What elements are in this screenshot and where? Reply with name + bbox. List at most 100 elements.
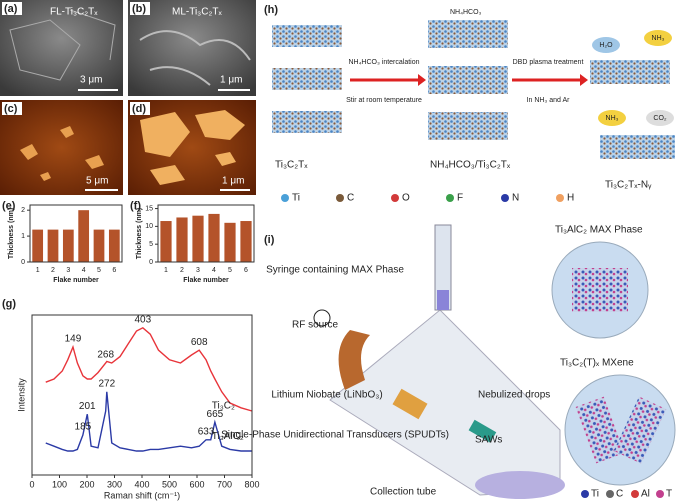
mxene-layer [272, 25, 342, 47]
peak-label: 272 [98, 378, 115, 389]
panel-label: (h) [264, 4, 278, 16]
annotation: Ti₃AlC₂ MAX Phase [555, 225, 643, 236]
bar [208, 213, 220, 262]
axis-frame [31, 314, 253, 476]
structure-label: Ti₃C₂Tₓ [275, 160, 308, 171]
x-tick-label: 2 [51, 267, 55, 274]
panel-label: (d) [132, 103, 146, 115]
legend-swatch [581, 490, 589, 498]
panel-i: (i) Ti₃AlC₂ MAX Phase Syringe containing… [221, 224, 676, 500]
gas-cloud [598, 110, 626, 126]
annotation: Syringe containing MAX Phase [266, 265, 404, 276]
gas-cloud [646, 110, 674, 126]
peak-label: 403 [134, 314, 151, 325]
legend-label: C [616, 489, 623, 500]
step-label: NH₄HCO₃ intercalation [348, 59, 419, 66]
panel-label: (e) [2, 200, 16, 212]
peak-label: 665 [207, 409, 224, 420]
x-tick-label: 6 [244, 267, 248, 274]
peak-label: 185 [75, 422, 92, 433]
x-tick-label: 100 [52, 479, 67, 489]
annotation: SAWs [475, 435, 502, 446]
mxene-layer [272, 111, 342, 133]
x-tick-label: 200 [79, 479, 94, 489]
saw-region [468, 419, 497, 443]
intercalant-label: NH₄HCO₃ [450, 9, 482, 16]
legend-label: N [512, 193, 519, 204]
x-tick-label: 5 [228, 267, 232, 274]
peak-label: 268 [97, 350, 114, 361]
x-tick-label: 300 [107, 479, 122, 489]
legend-swatch [446, 194, 454, 202]
panel-c: (c) 5 μm [0, 100, 123, 195]
rf-source [338, 330, 370, 390]
legend-swatch [631, 490, 639, 498]
annotation: Collection tube [370, 487, 437, 498]
device-tube [329, 309, 561, 496]
mxene-layer [590, 60, 670, 84]
spudt [392, 388, 428, 420]
y-tick-label: 0 [149, 259, 153, 266]
y-axis-label: Intensity [16, 378, 26, 412]
x-tick-label: 400 [134, 479, 149, 489]
legend-swatch [656, 490, 664, 498]
mxene-sheet [575, 396, 625, 464]
step-label: Stir at room temperature [346, 97, 422, 104]
syringe-liquid [437, 290, 449, 310]
flake [20, 126, 104, 181]
legend-swatch [281, 194, 289, 202]
y-tick-label: 0 [21, 259, 25, 266]
atom-legend: Ti C Al T [581, 489, 672, 500]
y-tick-label: 2 [21, 207, 25, 214]
line-series [45, 391, 252, 452]
peak-label: 201 [79, 401, 96, 412]
mxene-layer [428, 66, 508, 94]
peak-label: 608 [191, 337, 208, 348]
bar [240, 221, 252, 262]
x-tick-label: 2 [180, 267, 184, 274]
peak-label: 149 [65, 334, 82, 345]
scale-label: 3 μm [80, 75, 102, 86]
panel-d: (d) 1 μm [128, 100, 256, 195]
x-tick-label: 800 [244, 479, 259, 489]
x-tick-label: 5 [97, 267, 101, 274]
legend-label: Ti [591, 489, 599, 500]
legend-swatch [336, 194, 344, 202]
arrow-head [580, 74, 588, 86]
panel-a: (a) FL-Ti₃C₂Tₓ 3 μm [0, 0, 123, 96]
bar [160, 221, 172, 262]
x-tick-label: 1 [164, 267, 168, 274]
legend-label: Al [641, 489, 650, 500]
series-label: Ti₃AlC₂ [212, 431, 244, 442]
legend-label: Ti [292, 193, 300, 204]
bar [224, 222, 236, 262]
line-series [45, 326, 253, 412]
panel-b: (b) ML-Ti₃C₂Tₓ 1 μm [128, 0, 256, 96]
gas-label: H₂O [599, 42, 613, 49]
x-axis-label: Flake number [53, 277, 99, 284]
gas-label: NH₃ [606, 115, 619, 122]
sem-image [0, 0, 123, 96]
arrow-head [418, 74, 426, 86]
annotation: RF source [292, 320, 339, 331]
panel-label: (c) [4, 103, 18, 115]
label-box [2, 102, 22, 115]
bar [93, 229, 105, 262]
mxene-zoom [564, 374, 676, 486]
panel-label: (f) [130, 200, 141, 212]
y-tick-label: 1 [21, 233, 25, 240]
scale-label: 1 μm [220, 75, 242, 86]
max-crystal [572, 268, 628, 312]
gas-label: CO₂ [653, 115, 667, 122]
mxene-layer [428, 112, 508, 140]
legend-swatch [391, 194, 399, 202]
mxene-layer [600, 135, 675, 159]
legend-swatch [606, 490, 614, 498]
legend-label: C [347, 193, 354, 204]
legend-label: F [457, 193, 463, 204]
x-tick-label: 6 [112, 267, 116, 274]
x-tick-label: 3 [196, 267, 200, 274]
flake [140, 110, 245, 185]
x-tick-label: 600 [189, 479, 204, 489]
